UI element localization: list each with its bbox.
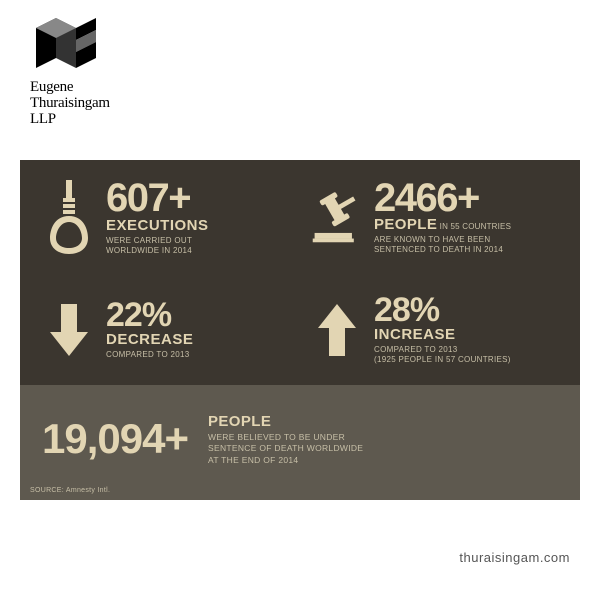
- footer-url: thuraisingam.com: [459, 550, 570, 565]
- source-text: SOURCE: Amnesty Intl.: [30, 487, 110, 494]
- logo-line1: Eugene: [30, 80, 170, 96]
- decrease-sub: COMPARED TO 2013: [106, 350, 290, 360]
- arrow-down-icon: [38, 292, 100, 368]
- sentenced-sub: ARE KNOWN TO HAVE BEEN SENTENCED TO DEAT…: [374, 235, 570, 255]
- stat-sentenced: 2466+ PEOPLE IN 55 COUNTRIES ARE KNOWN T…: [300, 160, 580, 275]
- executions-value: 607+: [106, 180, 290, 216]
- increase-sub: COMPARED TO 2013 (1925 PEOPLE IN 57 COUN…: [374, 345, 570, 365]
- executions-label: EXECUTIONS: [106, 217, 290, 234]
- logo-mark-icon: [36, 18, 102, 78]
- logo-text: Eugene Thuraisingam LLP: [30, 80, 170, 127]
- logo-line2: Thuraisingam: [30, 96, 170, 112]
- total-value: 19,094+: [20, 415, 188, 471]
- row-bottom: 19,094+ PEOPLE WERE BELIEVED TO BE UNDER…: [20, 385, 580, 500]
- total-sub: WERE BELIEVED TO BE UNDER SENTENCE OF DE…: [208, 432, 363, 466]
- logo: Eugene Thuraisingam LLP: [30, 18, 170, 127]
- total-label: PEOPLE: [208, 413, 363, 430]
- arrow-up-icon: [306, 292, 368, 368]
- sentenced-label: PEOPLE: [374, 216, 437, 233]
- increase-value: 28%: [374, 295, 570, 326]
- stat-increase: 28% INCREASE COMPARED TO 2013 (1925 PEOP…: [300, 275, 580, 385]
- increase-label: INCREASE: [374, 326, 570, 343]
- stats-panel: 607+ EXECUTIONS WERE CARRIED OUT WORLDWI…: [20, 160, 580, 500]
- stat-decrease: 22% DECREASE COMPARED TO 2013: [20, 275, 300, 385]
- decrease-value: 22%: [106, 300, 290, 331]
- executions-sub: WERE CARRIED OUT WORLDWIDE IN 2014: [106, 236, 290, 256]
- decrease-label: DECREASE: [106, 331, 290, 348]
- sentenced-value: 2466+: [374, 180, 570, 216]
- logo-line3: LLP: [30, 112, 170, 128]
- gavel-icon: [306, 180, 368, 256]
- sentenced-sub-inline: IN 55 COUNTRIES: [437, 222, 511, 231]
- row-top: 607+ EXECUTIONS WERE CARRIED OUT WORLDWI…: [20, 160, 580, 275]
- noose-icon: [38, 180, 100, 256]
- stat-executions: 607+ EXECUTIONS WERE CARRIED OUT WORLDWI…: [20, 160, 300, 275]
- row-mid: 22% DECREASE COMPARED TO 2013 28% INCREA…: [20, 275, 580, 385]
